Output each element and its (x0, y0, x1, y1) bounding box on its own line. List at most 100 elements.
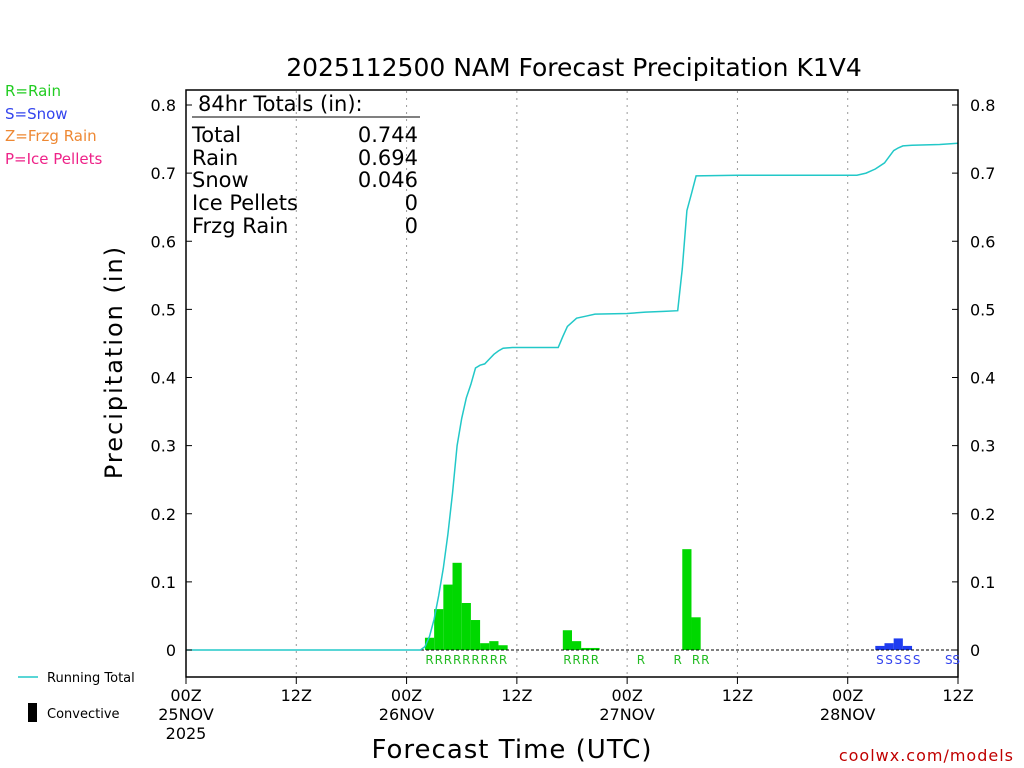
y-tick-label-right: 0.1 (970, 573, 995, 592)
totals-label-total: Total (191, 123, 241, 147)
y-tick-label-left: 0.6 (151, 232, 176, 251)
convective-legend-label: Convective (47, 707, 120, 722)
totals-value-rain: 0.694 (358, 146, 418, 170)
x-tick-date: 27NOV (599, 705, 655, 724)
y-tick-label-left: 0.4 (151, 369, 176, 388)
precip-bar (875, 645, 885, 650)
precip-type-label: R (435, 653, 443, 667)
y-tick-label-right: 0.2 (970, 505, 995, 524)
y-tick-label-right: 0.3 (970, 437, 995, 456)
precip-type-label: R (471, 653, 479, 667)
x-tick-date: 28NOV (820, 705, 876, 724)
precip-type-label: S (945, 653, 953, 667)
y-axis-ticks: 0 00.1 0.10.2 0.20.3 0.30.4 0.40.5 0.50.6 0.60.… (151, 96, 996, 660)
precip-bar (691, 617, 701, 650)
precip-bar (581, 647, 591, 650)
precip-bar (480, 643, 490, 650)
y-tick-label-left: 0.2 (151, 505, 176, 524)
precip-type-label: R (674, 653, 682, 667)
precip-type-label: R (572, 653, 580, 667)
x-tick-label: 00Z (170, 686, 201, 705)
x-tick-label: 00Z (611, 686, 642, 705)
precip-bar (498, 645, 508, 650)
y-tick-label-left: 0.7 (151, 164, 176, 183)
precip-type-label: S (876, 653, 884, 667)
x-tick-label: 12Z (501, 686, 532, 705)
precip-type-label: S (894, 653, 902, 667)
precip-type-label: R (481, 653, 489, 667)
legend-frzg-rain: Z=Frzg Rain (5, 127, 97, 145)
totals-value-ice-pellets: 0 (405, 191, 418, 215)
precip-bar (572, 641, 582, 650)
precip-type-label: S (885, 653, 893, 667)
precip-type-label: R (490, 653, 498, 667)
precip-bar (893, 638, 903, 650)
precip-type-label: R (582, 653, 590, 667)
totals-value-snow: 0.046 (358, 168, 418, 192)
y-tick-label-right: 0.7 (970, 164, 995, 183)
precip-bar (489, 641, 499, 650)
precip-type-label: R (425, 653, 433, 667)
x-tick-label: 00Z (832, 686, 863, 705)
x-tick-label: 12Z (281, 686, 312, 705)
totals-label-ice-pellets: Ice Pellets (192, 191, 298, 215)
totals-value-total: 0.744 (358, 123, 418, 147)
precip-type-label: R (637, 653, 645, 667)
precip-type-label: R (692, 653, 700, 667)
legend-snow: S=Snow (5, 105, 68, 123)
running-total-line (186, 142, 959, 651)
precip-bar (443, 584, 453, 650)
y-tick-label-right: 0.5 (970, 300, 995, 319)
x-tick-label: 00Z (391, 686, 422, 705)
y-axis-label: Precipitation (in) (100, 245, 128, 479)
series-legend: Running Total Convective (18, 671, 135, 722)
type-legend: R=Rain S=Snow Z=Frzg Rain P=Ice Pellets (5, 82, 102, 168)
convective-swatch (28, 703, 37, 722)
totals-label-rain: Rain (192, 146, 238, 170)
totals-label-frzg-rain: Frzg Rain (192, 214, 288, 238)
y-tick-label-right: 0 (970, 641, 980, 660)
x-tick-label: 12Z (722, 686, 753, 705)
precip-bar (884, 643, 894, 650)
precip-bar (452, 562, 462, 650)
precip-type-label: S (904, 653, 912, 667)
legend-ice-pellets: P=Ice Pellets (5, 150, 102, 168)
precip-bar (424, 637, 435, 650)
y-tick-label-right: 0.8 (970, 96, 995, 115)
precip-bar (590, 647, 600, 650)
totals-value-frzg-rain: 0 (405, 214, 418, 238)
precip-type-label: R (462, 653, 470, 667)
precip-bar (461, 602, 471, 650)
chart-title: 2025112500 NAM Forecast Precipitation K1… (286, 53, 862, 82)
precip-bar (470, 620, 481, 650)
x-tick-date: 25NOV (158, 705, 214, 724)
precip-type-label: R (591, 653, 599, 667)
x-tick-date: 26NOV (379, 705, 435, 724)
running-total-legend-label: Running Total (47, 671, 135, 686)
legend-rain: R=Rain (5, 82, 61, 100)
precip-type-label: R (701, 653, 709, 667)
totals-heading: 84hr Totals (in): (198, 92, 363, 116)
precip-bar (902, 645, 913, 650)
precip-bar (434, 609, 444, 650)
precip-bar (682, 549, 692, 650)
precip-bars (424, 549, 913, 650)
precip-type-label: R (444, 653, 452, 667)
x-axis-label: Forecast Time (UTC) (371, 735, 652, 765)
y-tick-label-right: 0.6 (970, 232, 995, 251)
x-tick-label: 12Z (942, 686, 973, 705)
precip-type-label: R (453, 653, 461, 667)
y-tick-label-left: 0.1 (151, 573, 176, 592)
y-tick-label-left: 0.3 (151, 437, 176, 456)
y-tick-label-right: 0.4 (970, 369, 995, 388)
precip-type-label: S (913, 653, 921, 667)
precip-type-label: S (952, 653, 960, 667)
x-tick-year: 2025 (166, 724, 207, 743)
y-tick-label-left: 0.5 (151, 300, 176, 319)
credit-text: coolwx.com/models (839, 746, 1014, 765)
precip-type-label: R (499, 653, 507, 667)
plot-frame (185, 89, 959, 678)
